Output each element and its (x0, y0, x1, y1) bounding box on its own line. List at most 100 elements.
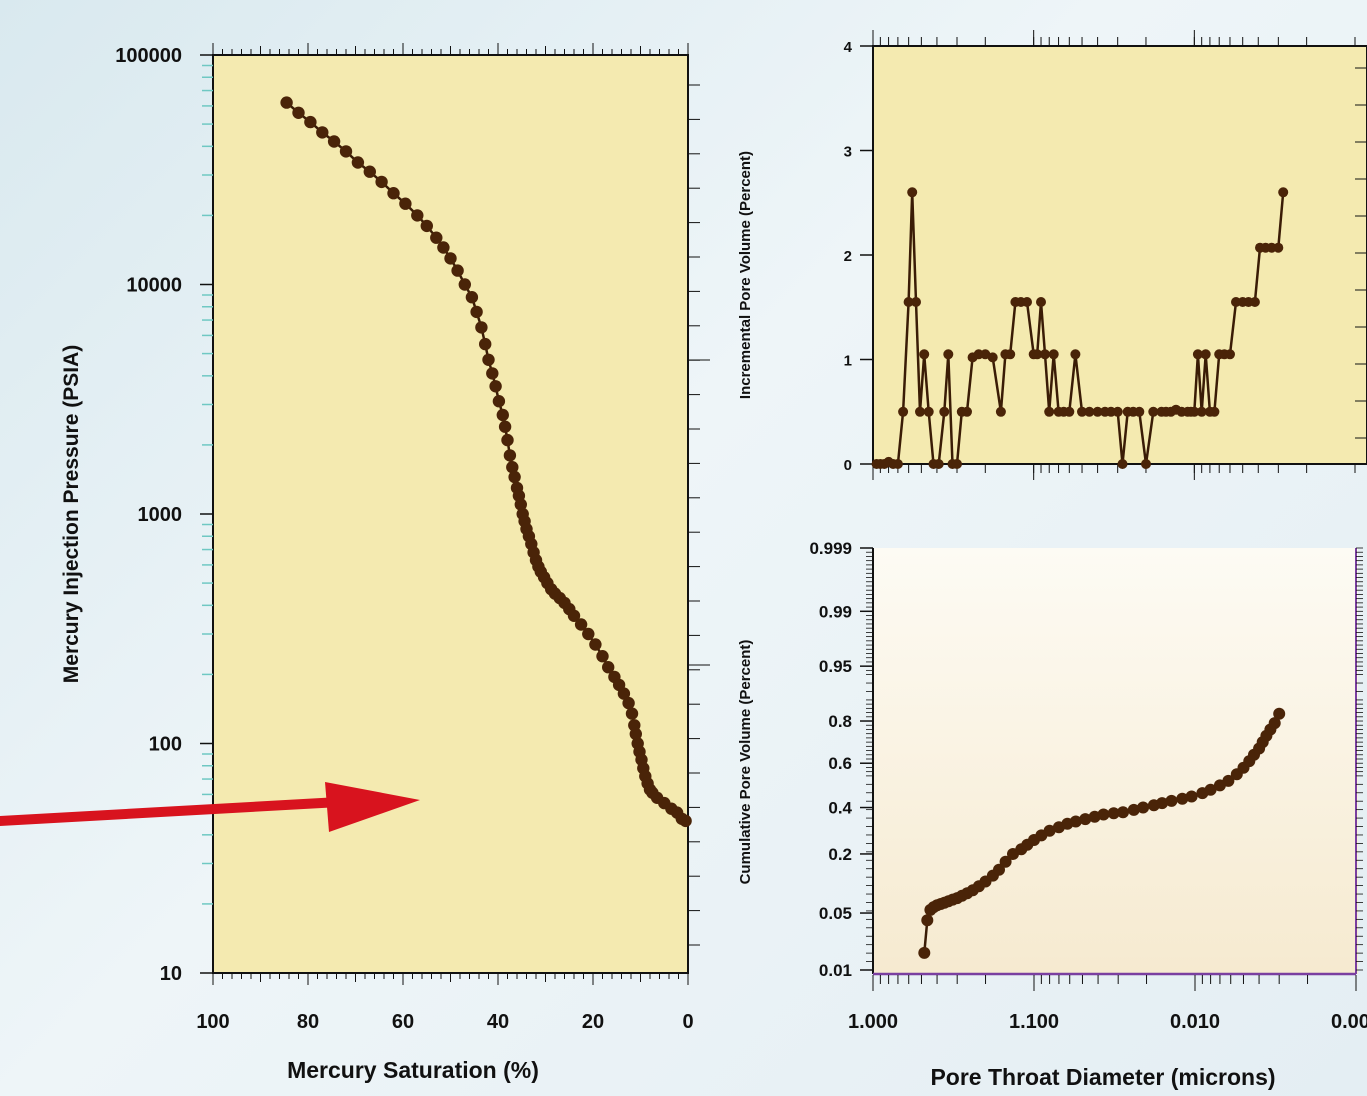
data-point (1077, 406, 1087, 417)
data-point (943, 349, 954, 360)
data-point (1278, 187, 1289, 198)
data-point (304, 115, 317, 129)
data-point (1079, 813, 1092, 826)
data-point (508, 470, 521, 484)
data-point (1196, 406, 1207, 417)
y-tick-label: 100 (149, 734, 182, 756)
data-point (351, 156, 365, 169)
data-point (911, 297, 921, 307)
data-point (1097, 808, 1110, 821)
data-point (482, 353, 495, 366)
y-tick-label: 100000 (115, 45, 182, 67)
y-tick-label: 10000 (126, 275, 182, 297)
data-point (1176, 792, 1189, 805)
cumulative-pore-volume-chart: 0.01 0.05 0.2 0.4 0.6 0.8 0.95 0.99 0.999 1.000 1.… (737, 539, 1367, 1090)
data-point (952, 459, 962, 469)
arrow-head (325, 782, 420, 832)
data-point (498, 420, 512, 433)
data-point (602, 661, 615, 674)
y-tick-label: 3 (844, 144, 852, 161)
data-point (1200, 349, 1211, 360)
plot-area (873, 548, 1358, 974)
data-point (363, 165, 376, 178)
data-point (465, 291, 479, 304)
data-point (898, 406, 909, 417)
x-tick-label: 40 (487, 1011, 509, 1033)
tick-labels: 10 100 1000 10000 100000 100 80 60 40 20 0 (115, 45, 693, 1033)
x-tick-label: 1.000 (848, 1011, 898, 1033)
y-tick-label: 0.99 (819, 602, 852, 621)
y-axis-title: Cumulative Pore Volume (Percent) (737, 640, 754, 885)
data-point (1222, 774, 1235, 787)
data-points (918, 707, 1286, 959)
red-arrow-annotation (0, 782, 420, 832)
data-point (1273, 242, 1284, 253)
data-point (1127, 803, 1140, 816)
data-point (1225, 349, 1235, 360)
y-tick-label: 0.4 (828, 799, 852, 818)
data-point (489, 380, 502, 393)
data-point (475, 321, 488, 334)
data-point (679, 814, 692, 828)
data-point (987, 352, 998, 363)
data-point (1141, 459, 1151, 469)
data-point (1249, 297, 1260, 307)
plot-area (872, 45, 1367, 465)
data-point (399, 197, 412, 210)
data-point (514, 498, 527, 511)
data-point (1064, 406, 1075, 417)
x-tick-label: 60 (392, 1011, 414, 1033)
y-tick-label: 0.2 (828, 845, 852, 864)
data-point (1117, 806, 1129, 819)
data-point (316, 126, 329, 139)
y-tick-label: 0.999 (809, 539, 852, 558)
y-axis-title: Mercury Injection Pressure (PSIA) (60, 345, 83, 683)
data-point (1165, 794, 1178, 807)
y-tick-label: 0.6 (828, 754, 852, 773)
data-point (995, 406, 1006, 417)
data-point (921, 914, 934, 927)
data-point (617, 687, 631, 700)
data-point (625, 707, 639, 720)
x-tick-label: 80 (297, 1011, 319, 1033)
x-tick-label: 0.010 (1170, 1011, 1220, 1033)
data-point (622, 696, 635, 710)
data-point (1273, 707, 1286, 720)
y-tick-label: 4 (844, 39, 853, 56)
y-tick-label: 0.95 (819, 657, 852, 676)
data-point (939, 406, 950, 417)
y-tick-label: 0.05 (819, 904, 852, 923)
data-point (444, 252, 457, 265)
y-axis-title: Incremental Pore Volume (Percent) (737, 151, 754, 399)
x-tick-label: 20 (582, 1011, 604, 1033)
data-point (923, 406, 934, 417)
y-tick-label: 0 (844, 457, 852, 474)
data-point (1069, 815, 1082, 828)
data-point (1043, 824, 1056, 837)
data-point (1192, 349, 1203, 360)
data-point (496, 408, 509, 422)
arrow-shaft (0, 797, 340, 826)
data-point (629, 727, 642, 741)
data-point (411, 209, 424, 222)
data-point (892, 459, 903, 469)
data-point (339, 145, 353, 158)
data-point (292, 106, 305, 120)
y-tick-label: 0.01 (819, 961, 852, 980)
data-point (1005, 349, 1016, 360)
data-point (420, 219, 433, 233)
y-tick-label: 0.8 (828, 712, 852, 731)
data-point (1185, 790, 1198, 803)
data-point (1117, 459, 1128, 469)
data-point (501, 433, 514, 447)
data-point (993, 863, 1005, 876)
data-point (458, 278, 471, 291)
data-point (1040, 349, 1050, 360)
data-point (1092, 406, 1103, 417)
data-point (470, 305, 483, 319)
data-point (430, 231, 443, 244)
x-tick-label: 0 (682, 1011, 693, 1033)
data-point (999, 855, 1012, 868)
data-point (1070, 349, 1081, 360)
